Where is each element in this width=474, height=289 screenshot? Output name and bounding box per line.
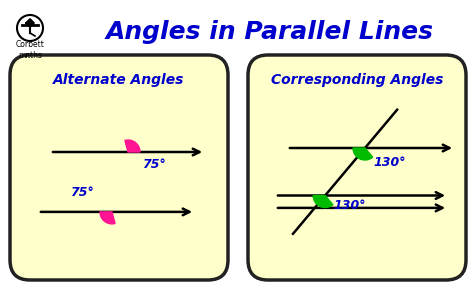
Text: Corresponding Angles: Corresponding Angles <box>271 73 443 87</box>
Text: Corbett
mπths: Corbett mπths <box>16 40 45 60</box>
Wedge shape <box>100 212 115 224</box>
Polygon shape <box>26 19 34 27</box>
FancyBboxPatch shape <box>10 55 228 280</box>
Text: 130°: 130° <box>333 199 365 212</box>
Wedge shape <box>353 148 373 160</box>
Text: Angles in Parallel Lines: Angles in Parallel Lines <box>106 20 434 44</box>
Circle shape <box>17 15 43 41</box>
Text: 75°: 75° <box>70 186 94 199</box>
Text: 75°: 75° <box>142 158 166 171</box>
Wedge shape <box>125 140 140 152</box>
Wedge shape <box>313 195 333 208</box>
FancyBboxPatch shape <box>248 55 466 280</box>
Text: 130°: 130° <box>373 156 405 169</box>
Text: Alternate Angles: Alternate Angles <box>53 73 185 87</box>
